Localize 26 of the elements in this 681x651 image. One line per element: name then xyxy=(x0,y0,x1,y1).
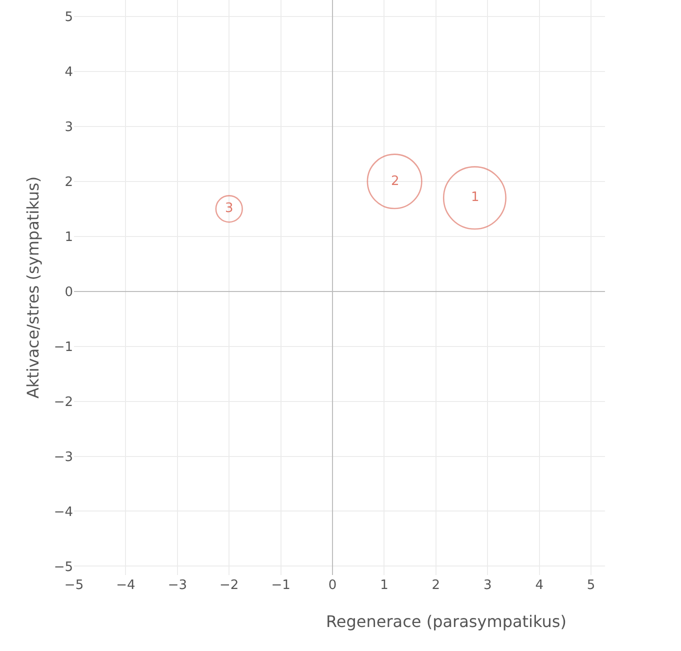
y-tick-label: 3 xyxy=(64,120,73,135)
x-tick-label: 3 xyxy=(483,578,492,593)
y-tick-label: 2 xyxy=(64,174,73,190)
y-tick-label: −5 xyxy=(54,560,73,575)
x-tick-label: 4 xyxy=(535,578,544,593)
y-axis-title: Aktivace/stres (sympatikus) xyxy=(24,176,43,399)
x-tick-label: 0 xyxy=(328,578,337,593)
x-axis-title: Regenerace (parasympatikus) xyxy=(326,612,566,631)
y-tick-label: 5 xyxy=(64,10,73,26)
annotation: 1 xyxy=(471,190,480,205)
x-tick-label: −2 xyxy=(220,578,239,593)
y-tick-label: −3 xyxy=(54,450,73,465)
x-tick-label: −1 xyxy=(271,578,290,593)
y-tick-label: 1 xyxy=(64,230,73,245)
x-tick-label: −4 xyxy=(116,578,136,593)
x-tick-label: 2 xyxy=(432,578,440,593)
y-tick-label: 4 xyxy=(64,65,73,80)
annotation: 3 xyxy=(225,201,234,216)
annotation: 2 xyxy=(391,174,400,189)
x-tick-label: 5 xyxy=(586,578,596,593)
y-tick-label: 0 xyxy=(64,284,73,300)
x-tick-label: −3 xyxy=(168,578,187,593)
y-tick-label: −4 xyxy=(54,504,73,520)
y-tick-label: −1 xyxy=(54,340,73,355)
y-tick-label: −2 xyxy=(54,394,73,410)
x-tick-label: 1 xyxy=(380,578,388,593)
